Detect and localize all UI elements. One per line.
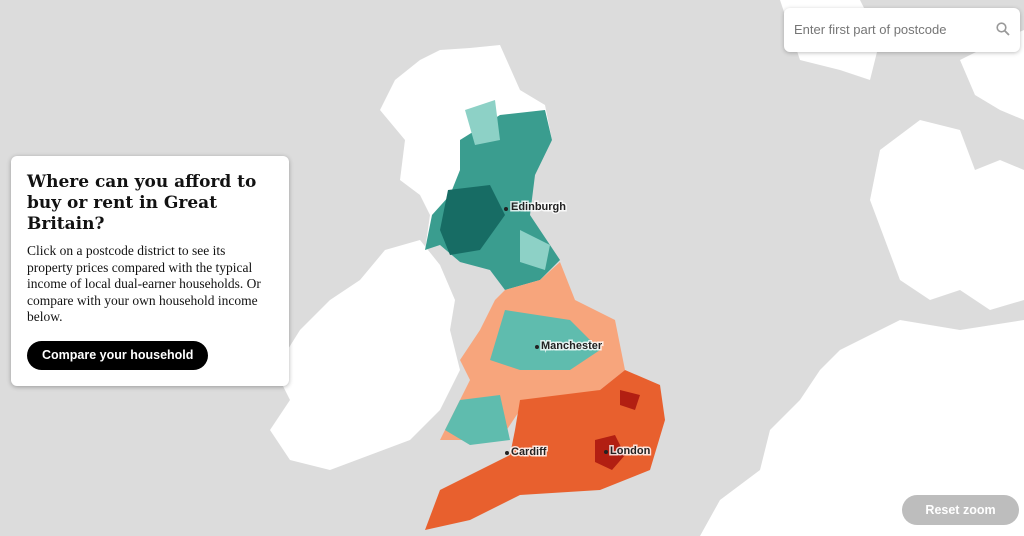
region-orange [425,370,665,530]
info-panel: Where can you afford to buy or rent in G… [11,156,289,386]
city-labels: Edinburgh Manchester Cardiff London [504,200,652,460]
city-label: Cardiff [511,446,547,458]
city-dot [504,207,508,211]
land-continent [700,320,1024,536]
reset-zoom-button[interactable]: Reset zoom [902,495,1019,525]
region-teal-mid [445,310,600,445]
land-scandinavia [960,30,1024,120]
city-dot [604,450,608,454]
search-box[interactable]: Enter first part of postcode [784,8,1020,52]
panel-title: Where can you afford to buy or rent in G… [27,172,257,234]
search-placeholder: Enter first part of postcode [794,22,947,37]
city-dot [505,451,509,455]
panel-description: Click on a postcode district to see its … [27,243,261,324]
city-label: Edinburgh [511,201,566,213]
search-icon [996,22,1010,36]
region-dark-teal [440,185,505,255]
land-denmark [870,120,1024,310]
city-label: London [610,445,651,457]
city-dot [535,345,539,349]
compare-button[interactable]: Compare your household [27,341,209,370]
region-light-teal [465,100,550,270]
region-dark-red [595,390,640,470]
city-label: Manchester [541,340,603,352]
land-ireland [270,240,460,470]
